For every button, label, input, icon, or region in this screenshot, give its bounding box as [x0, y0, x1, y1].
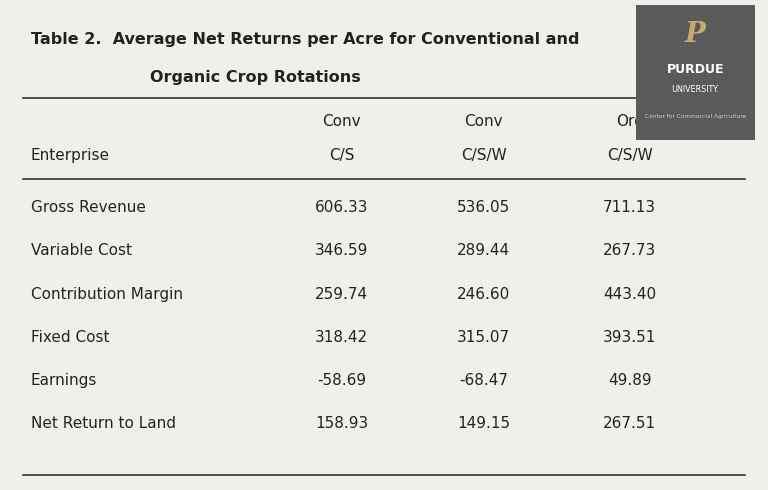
Text: C/S/W: C/S/W	[461, 148, 507, 163]
Text: C/S/W: C/S/W	[607, 148, 653, 163]
Text: Fixed Cost: Fixed Cost	[31, 330, 109, 344]
Text: Table 2.  Average Net Returns per Acre for Conventional and: Table 2. Average Net Returns per Acre fo…	[31, 32, 579, 47]
FancyBboxPatch shape	[636, 5, 755, 140]
Text: 315.07: 315.07	[457, 330, 511, 344]
Text: Net Return to Land: Net Return to Land	[31, 416, 176, 431]
Text: C/S: C/S	[329, 148, 355, 163]
Text: 267.51: 267.51	[603, 416, 657, 431]
Text: Gross Revenue: Gross Revenue	[31, 200, 146, 215]
Text: 318.42: 318.42	[315, 330, 369, 344]
Text: UNIVERSITY.: UNIVERSITY.	[671, 85, 720, 94]
Text: 606.33: 606.33	[315, 200, 369, 215]
Text: Org: Org	[616, 114, 644, 129]
Text: Enterprise: Enterprise	[31, 148, 110, 163]
Text: 49.89: 49.89	[608, 373, 651, 388]
Text: 158.93: 158.93	[315, 416, 369, 431]
Text: PURDUE: PURDUE	[667, 63, 724, 76]
Text: Organic Crop Rotations: Organic Crop Rotations	[150, 70, 360, 85]
Text: Variable Cost: Variable Cost	[31, 244, 132, 258]
Text: 267.73: 267.73	[603, 244, 657, 258]
Text: Earnings: Earnings	[31, 373, 97, 388]
Text: P: P	[685, 21, 706, 48]
Text: 443.40: 443.40	[603, 287, 657, 301]
Text: -68.47: -68.47	[459, 373, 508, 388]
Text: 149.15: 149.15	[457, 416, 511, 431]
Text: Conv: Conv	[465, 114, 503, 129]
Text: 393.51: 393.51	[603, 330, 657, 344]
Text: 289.44: 289.44	[457, 244, 511, 258]
Text: Contribution Margin: Contribution Margin	[31, 287, 183, 301]
Text: 536.05: 536.05	[457, 200, 511, 215]
Text: 346.59: 346.59	[315, 244, 369, 258]
Text: 259.74: 259.74	[315, 287, 369, 301]
Text: -58.69: -58.69	[317, 373, 366, 388]
Text: 246.60: 246.60	[457, 287, 511, 301]
Text: Center for Commercial Agriculture: Center for Commercial Agriculture	[645, 114, 746, 119]
Text: 711.13: 711.13	[603, 200, 657, 215]
Text: Conv: Conv	[323, 114, 361, 129]
